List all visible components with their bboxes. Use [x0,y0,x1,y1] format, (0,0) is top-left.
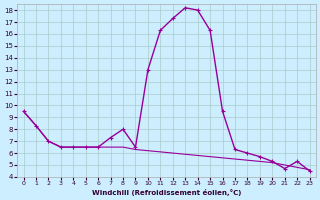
X-axis label: Windchill (Refroidissement éolien,°C): Windchill (Refroidissement éolien,°C) [92,189,241,196]
